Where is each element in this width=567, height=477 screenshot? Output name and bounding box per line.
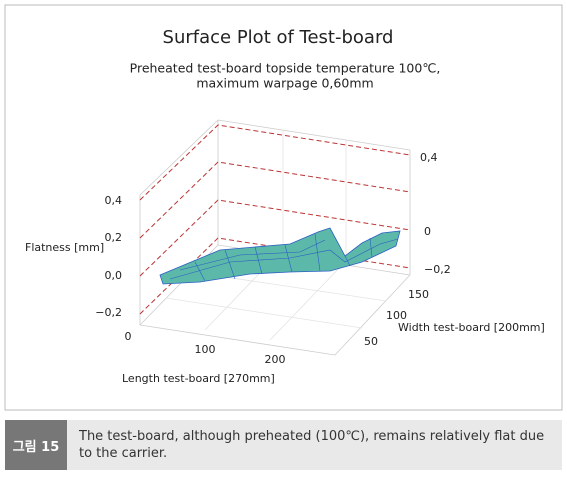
z-tick-label: −0,2 (95, 306, 122, 319)
z-axis-label: Flatness [mm] (25, 241, 104, 254)
figure-frame (4, 4, 563, 411)
y-tick-label: 50 (364, 335, 378, 348)
y-tick-label: 150 (408, 288, 429, 301)
x-axis-label: Length test-board [270mm] (122, 372, 275, 385)
surface (159, 227, 401, 285)
right-tick-label: 0,4 (420, 151, 438, 164)
caption-tag: 그림 15 (5, 420, 67, 470)
figure: Surface Plot of Test-board Preheated tes… (4, 4, 563, 411)
axes-box (139, 119, 411, 356)
surface-mesh (169, 233, 399, 282)
title: Surface Plot of Test-board (163, 27, 394, 48)
z-tick-label: 0,2 (105, 231, 123, 244)
z-tick-label: 0,0 (105, 269, 123, 282)
z-tick-label: 0,4 (105, 194, 123, 207)
x-tick-label: 0 (125, 330, 132, 343)
reference-lines (139, 124, 411, 315)
right-tick-label: −0,2 (424, 263, 451, 276)
x-tick-label: 100 (195, 343, 216, 356)
y-tick-label: 100 (386, 309, 407, 322)
y-axis-label: Width test-board [200mm] (398, 321, 545, 334)
caption: 그림 15 The test-board, although preheated… (5, 420, 562, 470)
right-tick-label: 0 (424, 225, 431, 238)
caption-text: The test-board, although preheated (100℃… (79, 429, 545, 461)
subtitle: Preheated test-board topside temperature… (130, 61, 441, 76)
x-tick-label: 200 (265, 353, 286, 366)
subtitle: maximum warpage 0,60mm (196, 76, 373, 91)
